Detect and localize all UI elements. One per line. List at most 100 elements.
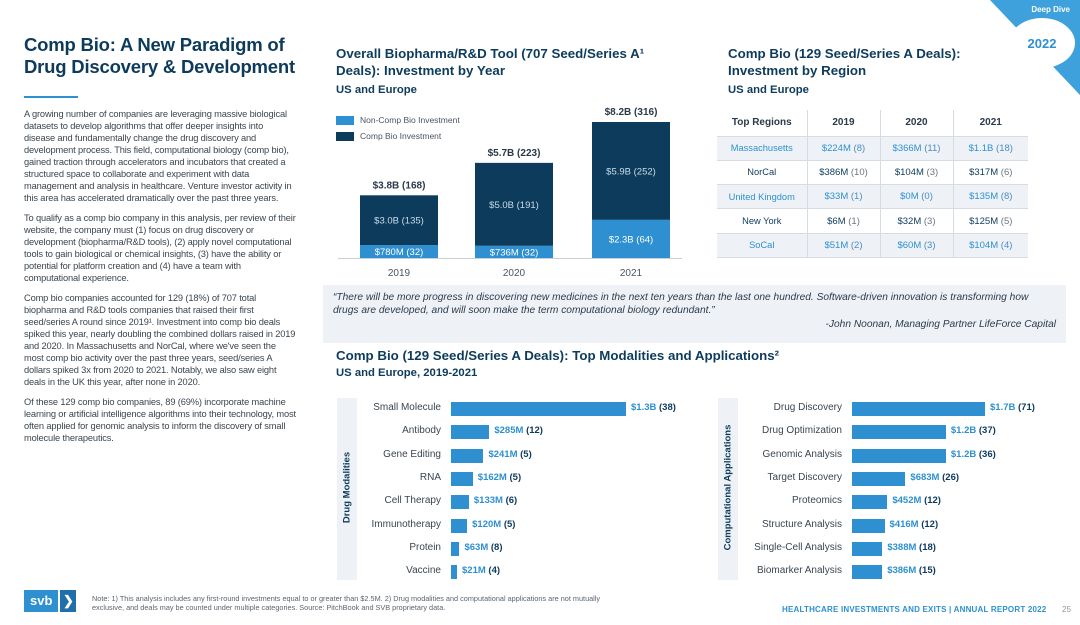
region-cell: $6M (1)	[806, 208, 880, 234]
bar-protein	[451, 541, 460, 556]
bar-comp-2021	[592, 122, 670, 220]
region-cell: $60M (3)	[879, 233, 953, 258]
region-cell: $366M (11)	[879, 136, 953, 161]
modalities-title: Comp Bio (129 Seed/Series A Deals): Top …	[336, 348, 780, 363]
bar-count: (5)	[509, 471, 522, 483]
legend-noncomp-label: Non-Comp Bio Investment	[360, 115, 460, 125]
region-amount: $32M	[897, 215, 922, 227]
bar-rna	[451, 471, 473, 486]
bar-count: (12)	[924, 495, 941, 507]
bar-comp-2020	[475, 162, 553, 246]
region-cell: $1.1B (18)	[952, 136, 1028, 161]
bar-value: $285M (12)	[494, 425, 543, 436]
bar-drug-optimization	[852, 425, 946, 440]
region-count: (8)	[853, 142, 866, 154]
bar-count: (6)	[505, 495, 518, 507]
region-header-2021: 2021	[952, 110, 1028, 137]
legend-comp: Comp Bio Investment	[336, 129, 460, 143]
region-row: NorCal $386M (10) $104M (3) $317M (6)	[717, 160, 1028, 186]
bar-noncomp-2019	[360, 245, 438, 258]
category-label: Drug Discovery	[773, 402, 842, 413]
drug-modalities-axis-label: Drug Modalities	[341, 451, 353, 524]
legend-noncomp: Non-Comp Bio Investment	[336, 113, 460, 127]
region-row: New York $6M (1) $32M (3) $125M (5)	[717, 208, 1028, 234]
bar-value: $683M (26)	[910, 472, 959, 483]
bar-cell-therapy	[451, 495, 469, 510]
x-tick-label: 2019	[388, 268, 411, 279]
bar-amount: $452M	[892, 495, 922, 507]
svb-logo: svb ❯	[24, 590, 77, 612]
bar-amount: $1.3B	[631, 402, 657, 413]
modalities-subtitle: US and Europe, 2019-2021	[336, 367, 478, 379]
bar-value: $241M (5)	[488, 449, 531, 460]
region-title: Comp Bio (129 Seed/Series A Deals): Inve…	[728, 46, 961, 78]
intro-paragraph: A growing number of companies are levera…	[24, 109, 292, 203]
bar-count: (18)	[919, 541, 936, 553]
bar-count: (36)	[978, 448, 996, 460]
region-count: (11)	[924, 142, 941, 154]
region-amount: $104M	[894, 166, 924, 178]
bar-amount: $386M	[887, 565, 917, 577]
bar-amount: $21M	[462, 565, 486, 577]
report-name: HEALTHCARE INVESTMENTS AND EXITS | ANNUA…	[782, 605, 1047, 614]
region-amount: $1.1B	[968, 142, 994, 154]
bar-value: $386M (15)	[887, 565, 936, 576]
region-cell: $104M (4)	[952, 233, 1028, 258]
year-bar-chart: $780M (32) $3.0B (135) $3.8B (168) 2019 $736…	[338, 107, 682, 279]
region-amount: $125M	[969, 215, 999, 227]
category-label: Small Molecule	[373, 402, 441, 413]
bar-amount: $133M	[473, 495, 503, 507]
region-count: (8)	[1000, 191, 1013, 203]
region-cell: $135M (8)	[952, 184, 1028, 210]
bar-amount: $1.7B	[990, 402, 1016, 413]
corner-badge: Deep Dive 2022	[990, 0, 1080, 95]
bar-noncomp-2021	[592, 219, 670, 258]
category-label: Cell Therapy	[384, 495, 441, 507]
region-count: (2)	[850, 239, 863, 251]
region-count: (3)	[926, 166, 939, 178]
bar-value: $133M (6)	[474, 495, 517, 506]
bar-count: (8)	[490, 541, 503, 553]
bar-proteomics	[852, 495, 888, 510]
region-cell: $0M (0)	[879, 184, 953, 210]
region-count: (5)	[1000, 215, 1013, 227]
legend-comp-swatch	[336, 131, 354, 141]
quote-box: “There will be more progress in discover…	[323, 285, 1066, 343]
region-cell: $33M (1)	[806, 184, 880, 210]
bar-amount: $416M	[889, 518, 919, 530]
region-header-row: Top Regions 2019 2020 2021	[717, 110, 1028, 137]
qualification-paragraph: To qualify as a comp bio company in this…	[24, 213, 296, 283]
region-cell: $317M (6)	[952, 160, 1028, 186]
region-header-2020: 2020	[879, 110, 953, 137]
region-amount: $386M	[819, 166, 849, 178]
bar-label: $736M (32)	[490, 247, 539, 258]
quote-text: “There will be more progress in discover…	[333, 292, 1029, 316]
bar-count: (5)	[503, 518, 516, 530]
title-divider	[24, 96, 78, 98]
svb-logo-text: svb	[24, 590, 59, 612]
bar-single-cell-analysis	[852, 541, 883, 556]
region-amount: $317M	[969, 166, 999, 178]
region-count: (18)	[996, 142, 1013, 154]
bar-count: (71)	[1018, 402, 1035, 413]
bar-label: $3.0B (135)	[374, 216, 424, 227]
bar-label: $5.0B (191)	[489, 200, 539, 211]
bar-noncomp-2020	[475, 245, 553, 258]
computational-applications-chart: Drug Discovery $1.7B (71) Drug Optimizatio…	[738, 396, 1073, 584]
bar-value: $416M (12)	[890, 519, 939, 530]
region-count: (3)	[923, 239, 936, 251]
bar-count: (37)	[978, 425, 996, 437]
region-amount: $224M	[821, 142, 851, 154]
bar-biomarker-analysis	[852, 565, 883, 580]
year-chart-title: Overall Biopharma/R&D Tool (707 Seed/Ser…	[336, 46, 645, 78]
bar-value: $388M (18)	[887, 542, 936, 553]
share-paragraph: Comp bio companies accounted for 129 (18…	[24, 293, 296, 387]
category-label: RNA	[419, 471, 441, 483]
region-cell: $104M (3)	[879, 160, 953, 186]
region-amount: $6M	[827, 215, 846, 227]
computational-applications-axis-label: Computational Applications	[722, 424, 734, 551]
category-label: Proteomics	[791, 495, 842, 507]
year-chart-subtitle: US and Europe	[336, 84, 417, 96]
bar-label: $780M (32)	[375, 247, 424, 258]
region-count: (6)	[1000, 166, 1013, 178]
